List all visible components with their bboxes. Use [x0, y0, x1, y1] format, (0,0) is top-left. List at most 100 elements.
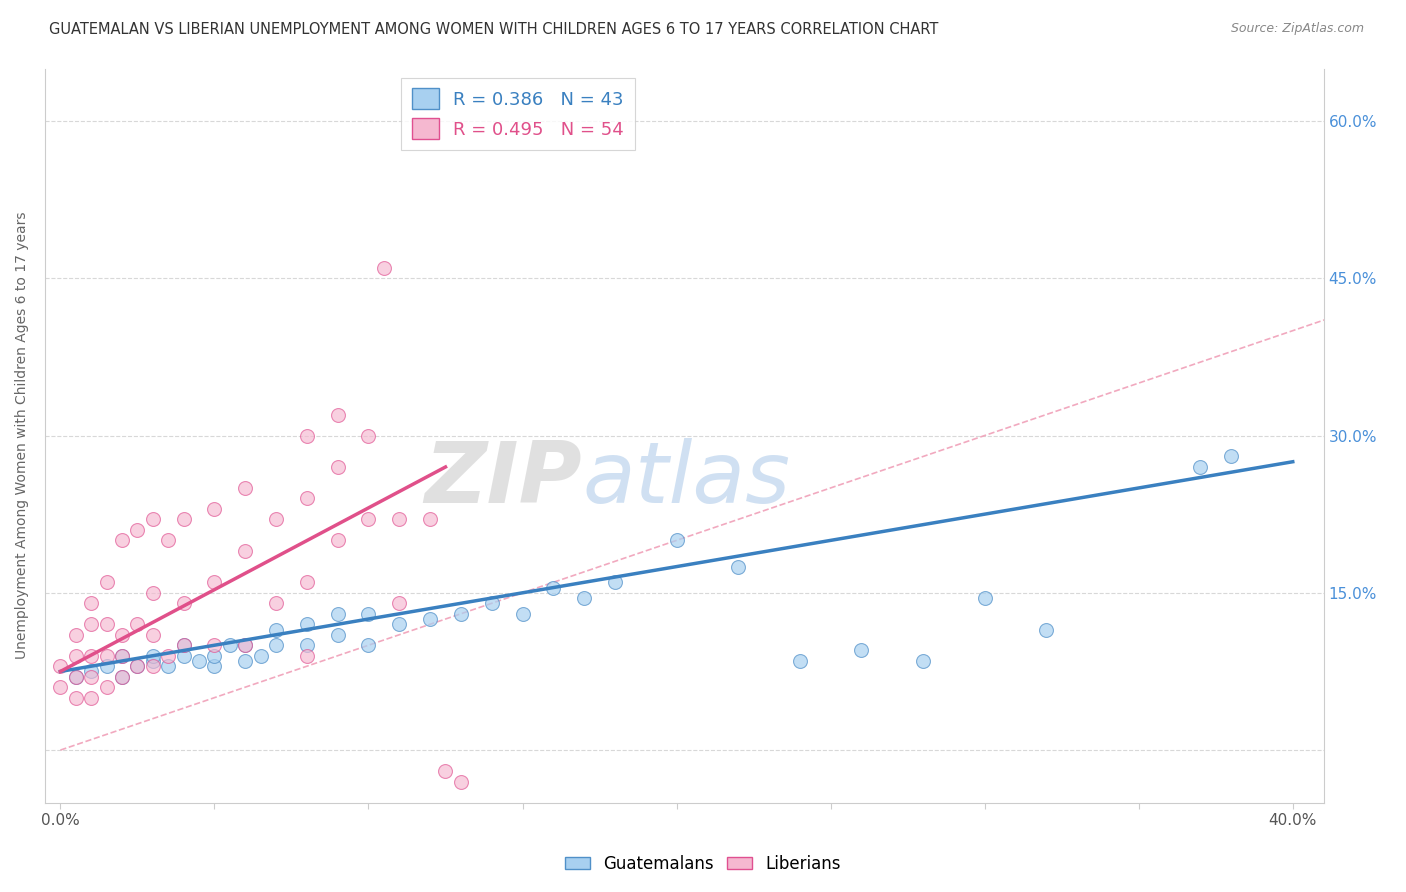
Point: [173, 638, 195, 652]
Point: [357, 607, 380, 621]
Point: [157, 659, 180, 673]
Point: [188, 654, 211, 668]
Point: [851, 643, 873, 657]
Point: [233, 481, 256, 495]
Point: [481, 596, 503, 610]
Point: [434, 764, 457, 778]
Point: [142, 659, 165, 673]
Point: [96, 617, 118, 632]
Point: [326, 460, 349, 475]
Point: [111, 533, 134, 548]
Point: [80, 596, 103, 610]
Point: [419, 512, 441, 526]
Point: [233, 638, 256, 652]
Point: [80, 648, 103, 663]
Point: [233, 544, 256, 558]
Point: [96, 575, 118, 590]
Point: [80, 670, 103, 684]
Point: [96, 680, 118, 694]
Point: [264, 512, 287, 526]
Point: [142, 512, 165, 526]
Point: [127, 659, 149, 673]
Point: [96, 648, 118, 663]
Point: [173, 512, 195, 526]
Point: [157, 533, 180, 548]
Point: [665, 533, 688, 548]
Point: [295, 638, 318, 652]
Point: [357, 428, 380, 442]
Point: [357, 512, 380, 526]
Point: [96, 659, 118, 673]
Point: [264, 623, 287, 637]
Point: [512, 607, 534, 621]
Legend: Guatemalans, Liberians: Guatemalans, Liberians: [558, 848, 848, 880]
Point: [65, 670, 87, 684]
Point: [789, 654, 811, 668]
Point: [326, 533, 349, 548]
Point: [264, 638, 287, 652]
Point: [65, 648, 87, 663]
Point: [204, 502, 226, 516]
Point: [111, 670, 134, 684]
Point: [373, 260, 395, 275]
Point: [249, 648, 271, 663]
Legend: R = 0.386   N = 43, R = 0.495   N = 54: R = 0.386 N = 43, R = 0.495 N = 54: [401, 78, 636, 150]
Point: [142, 648, 165, 663]
Point: [173, 596, 195, 610]
Point: [450, 774, 472, 789]
Point: [173, 638, 195, 652]
Point: [912, 654, 935, 668]
Point: [295, 428, 318, 442]
Text: Source: ZipAtlas.com: Source: ZipAtlas.com: [1230, 22, 1364, 36]
Point: [80, 665, 103, 679]
Point: [49, 680, 72, 694]
Point: [326, 408, 349, 422]
Point: [1035, 623, 1057, 637]
Point: [264, 596, 287, 610]
Point: [603, 575, 626, 590]
Point: [65, 628, 87, 642]
Point: [388, 512, 411, 526]
Point: [326, 628, 349, 642]
Point: [80, 690, 103, 705]
Point: [1220, 450, 1243, 464]
Point: [973, 591, 995, 605]
Point: [142, 654, 165, 668]
Y-axis label: Unemployment Among Women with Children Ages 6 to 17 years: Unemployment Among Women with Children A…: [15, 211, 30, 659]
Point: [173, 648, 195, 663]
Point: [111, 628, 134, 642]
Point: [357, 638, 380, 652]
Point: [111, 648, 134, 663]
Point: [204, 575, 226, 590]
Point: [80, 617, 103, 632]
Point: [142, 628, 165, 642]
Text: atlas: atlas: [582, 438, 790, 521]
Text: ZIP: ZIP: [425, 438, 582, 521]
Point: [543, 581, 565, 595]
Point: [326, 607, 349, 621]
Point: [111, 648, 134, 663]
Point: [233, 638, 256, 652]
Point: [65, 670, 87, 684]
Point: [388, 617, 411, 632]
Point: [727, 559, 749, 574]
Point: [218, 638, 240, 652]
Point: [157, 648, 180, 663]
Point: [572, 591, 595, 605]
Point: [233, 654, 256, 668]
Point: [388, 596, 411, 610]
Point: [142, 586, 165, 600]
Point: [204, 659, 226, 673]
Point: [419, 612, 441, 626]
Point: [204, 638, 226, 652]
Point: [127, 659, 149, 673]
Point: [295, 575, 318, 590]
Point: [127, 523, 149, 537]
Text: GUATEMALAN VS LIBERIAN UNEMPLOYMENT AMONG WOMEN WITH CHILDREN AGES 6 TO 17 YEARS: GUATEMALAN VS LIBERIAN UNEMPLOYMENT AMON…: [49, 22, 939, 37]
Point: [295, 648, 318, 663]
Point: [204, 648, 226, 663]
Point: [127, 617, 149, 632]
Point: [1189, 460, 1212, 475]
Point: [295, 491, 318, 506]
Point: [49, 659, 72, 673]
